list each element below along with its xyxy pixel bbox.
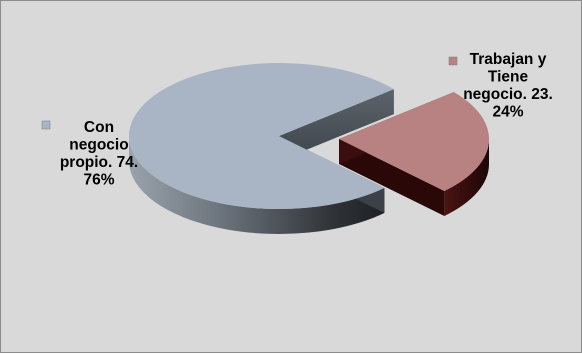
pie-slice-con-negocio [129, 63, 394, 210]
data-label-line: negocio [69, 137, 128, 154]
data-label-line: Tiene [488, 69, 529, 86]
data-label-line: Trabajan y [470, 51, 547, 68]
data-label-line: propio. 74. [60, 154, 138, 171]
data-label-line: Con [84, 119, 114, 136]
data-label-line: 24% [492, 104, 523, 121]
pie-slice-cut-trabajan [339, 139, 445, 216]
pie-slice-side-trabajan [444, 139, 489, 216]
legend-marker-1 [448, 56, 458, 66]
data-label-trabajan: Trabajan y Tiene negocio. 23. 24% [463, 51, 553, 121]
legend-marker-0 [41, 120, 51, 130]
data-label-line: negocio. 23. [463, 86, 553, 103]
data-label-con-negocio: Con negocio propio. 74. 76% [60, 119, 138, 189]
pie-slice-trabajan [339, 92, 489, 191]
data-label-line: 76% [83, 172, 114, 189]
pie-slice-cut2-con-negocio [279, 89, 394, 161]
pie-slice-side-con-negocio [129, 136, 385, 235]
